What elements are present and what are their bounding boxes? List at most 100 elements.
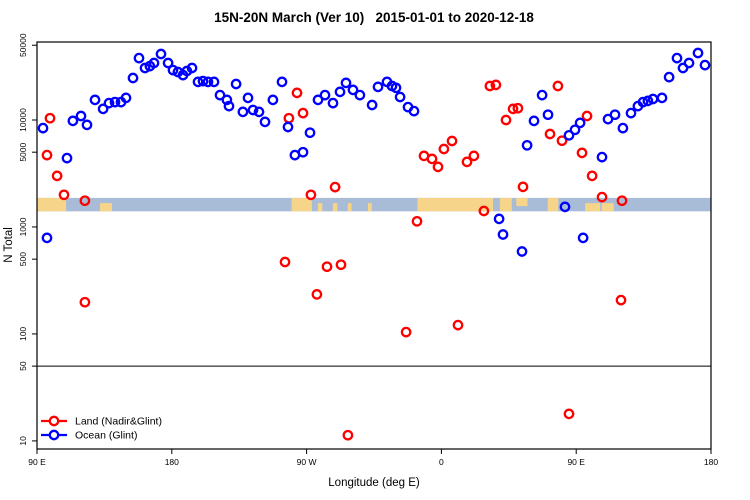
- y-tick-label: 1000: [18, 217, 28, 236]
- data-point-land: [468, 150, 480, 162]
- data-point-land: [342, 429, 354, 441]
- data-point-ocean: [297, 146, 309, 158]
- data-point-ocean: [497, 229, 509, 240]
- x-tick-label: 180: [165, 457, 179, 467]
- y-tick-label: 5000: [18, 142, 28, 161]
- data-point-ocean: [223, 100, 235, 112]
- y-tick-label: 500: [18, 252, 28, 266]
- data-point-ocean: [89, 94, 101, 106]
- data-point-ocean: [521, 139, 533, 151]
- data-point-ocean: [81, 119, 93, 131]
- data-point-ocean: [120, 92, 132, 104]
- data-point-land: [446, 135, 458, 147]
- data-point-ocean: [127, 72, 139, 84]
- data-point-ocean: [663, 71, 675, 83]
- data-point-ocean: [197, 75, 209, 87]
- data-point-ocean: [366, 99, 378, 111]
- data-point-land: [581, 110, 593, 122]
- data-point-ocean: [574, 117, 586, 129]
- y-tick-label: 100: [18, 327, 28, 341]
- data-point-land: [58, 189, 70, 201]
- data-point-land: [596, 191, 608, 203]
- y-tick-label: 50: [18, 361, 28, 371]
- data-point-land: [283, 112, 295, 124]
- data-point-ocean: [276, 76, 288, 88]
- data-point-land: [512, 102, 524, 114]
- data-point-ocean: [394, 91, 406, 103]
- data-point-land: [438, 143, 450, 155]
- y-tick-label: 50000: [18, 33, 28, 57]
- data-point-land: [305, 189, 317, 201]
- data-point-ocean: [186, 62, 198, 74]
- band-land-segment: [99, 203, 112, 212]
- x-tick-label: 90 E: [28, 457, 46, 467]
- data-point-ocean: [642, 95, 654, 107]
- data-point-ocean: [596, 151, 608, 163]
- data-point-land: [576, 147, 588, 159]
- legend-label-ocean: Ocean (Glint): [75, 430, 137, 442]
- legend: Land (Nadir&Glint) Ocean (Glint): [41, 416, 162, 442]
- data-point-ocean: [67, 115, 79, 127]
- data-point-ocean: [516, 246, 528, 257]
- legend-marker-ocean-icon: [48, 429, 60, 441]
- data-point-ocean: [155, 48, 167, 60]
- data-points: [37, 47, 711, 441]
- data-point-ocean: [162, 57, 174, 69]
- data-point-land: [563, 408, 575, 420]
- data-point-ocean: [340, 77, 352, 89]
- data-point-ocean: [563, 129, 575, 141]
- data-point-land: [79, 296, 91, 308]
- data-point-ocean: [282, 121, 294, 133]
- data-point-land: [615, 294, 627, 306]
- legend-marker-land-icon: [48, 415, 60, 427]
- data-point-ocean: [97, 103, 109, 115]
- data-point-land: [478, 205, 490, 217]
- data-point-ocean: [37, 122, 49, 134]
- chart-title: 15N-20N March (Ver 10) 2015-01-01 to 202…: [214, 10, 534, 25]
- data-point-land: [500, 114, 512, 126]
- data-point-land: [426, 153, 438, 165]
- data-point-ocean: [148, 57, 160, 69]
- data-point-ocean: [637, 96, 649, 108]
- data-point-ocean: [656, 92, 668, 104]
- data-point-ocean: [372, 81, 384, 93]
- data-point-ocean: [319, 89, 331, 101]
- y-tick-label: 10: [18, 436, 28, 446]
- data-point-ocean: [267, 94, 279, 106]
- data-point-ocean: [237, 106, 249, 118]
- data-point-land: [616, 195, 628, 207]
- data-point-ocean: [528, 115, 540, 127]
- data-point-land: [51, 170, 63, 182]
- data-point-land: [432, 161, 444, 173]
- data-point-land: [411, 215, 423, 227]
- legend-item-ocean: Ocean (Glint): [41, 430, 137, 442]
- data-point-ocean: [609, 109, 621, 121]
- data-point-ocean: [103, 97, 115, 109]
- band-land-segment: [585, 203, 601, 212]
- data-point-land: [490, 79, 502, 91]
- data-point-ocean: [109, 96, 121, 108]
- x-tick-label: 90 W: [297, 457, 317, 467]
- data-point-ocean: [75, 110, 87, 122]
- data-point-ocean: [671, 52, 683, 64]
- band-land-segment: [499, 197, 512, 212]
- latitude-map-band: [37, 197, 711, 212]
- data-point-ocean: [259, 116, 271, 128]
- data-point-land: [79, 195, 91, 207]
- data-point-ocean: [214, 89, 226, 101]
- data-point-land: [291, 87, 303, 99]
- data-point-land: [279, 256, 291, 268]
- data-point-ocean: [542, 109, 554, 121]
- plot-box: [36, 41, 712, 450]
- data-point-ocean: [536, 89, 548, 101]
- data-point-ocean: [247, 104, 259, 116]
- band-land-segment: [547, 197, 559, 212]
- data-point-ocean: [559, 201, 571, 213]
- x-tick-label: 0: [439, 457, 444, 467]
- band-land-segment: [601, 203, 614, 212]
- data-point-land: [311, 289, 323, 300]
- data-point-ocean: [493, 213, 505, 225]
- data-point-land: [517, 181, 529, 193]
- data-point-land: [544, 128, 556, 140]
